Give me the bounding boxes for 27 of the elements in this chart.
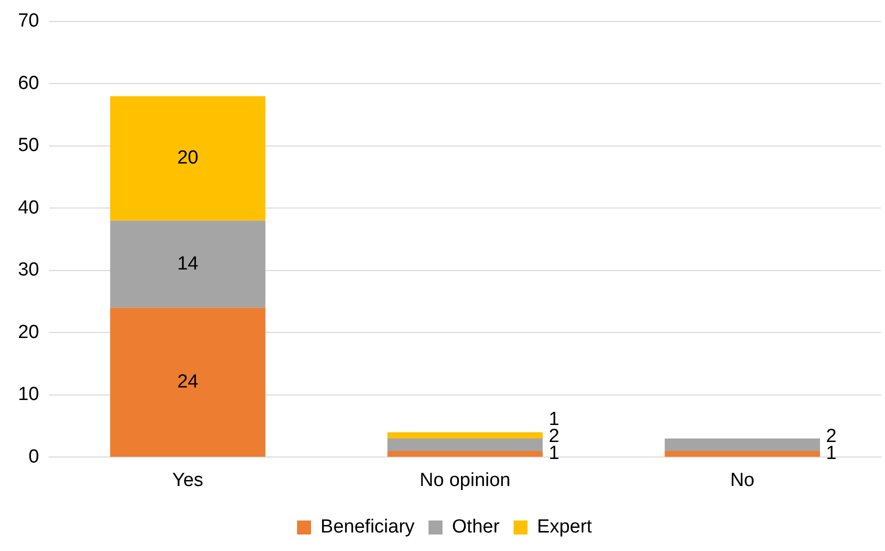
y-tick-label: 60	[18, 72, 40, 94]
data-label: 14	[177, 253, 199, 274]
bar	[387, 438, 543, 451]
y-tick-label: 0	[28, 446, 40, 468]
data-label: 20	[177, 148, 198, 169]
legend-label: Beneficiary	[320, 516, 416, 538]
bar	[664, 438, 820, 451]
bar	[110, 220, 266, 308]
bar	[664, 450, 820, 457]
legend-label: Expert	[537, 516, 593, 538]
y-tick-label: 10	[18, 384, 40, 406]
x-tick-label: Yes	[172, 470, 204, 491]
x-tick-label: No opinion	[420, 470, 510, 491]
legend-label: Other	[452, 516, 500, 538]
y-tick-label: 40	[18, 197, 40, 218]
bar	[110, 308, 266, 457]
data-label: 24	[177, 371, 199, 392]
bar	[110, 96, 266, 221]
y-tick-label: 50	[18, 135, 40, 156]
data-label: 1	[548, 443, 560, 464]
y-tick-label: 30	[18, 260, 40, 281]
x-tick-label: No	[730, 470, 755, 491]
bar	[387, 450, 543, 457]
data-label: 1	[826, 443, 837, 464]
y-tick-label: 70	[18, 10, 40, 32]
bar	[387, 432, 543, 439]
y-tick-label: 20	[18, 322, 40, 343]
